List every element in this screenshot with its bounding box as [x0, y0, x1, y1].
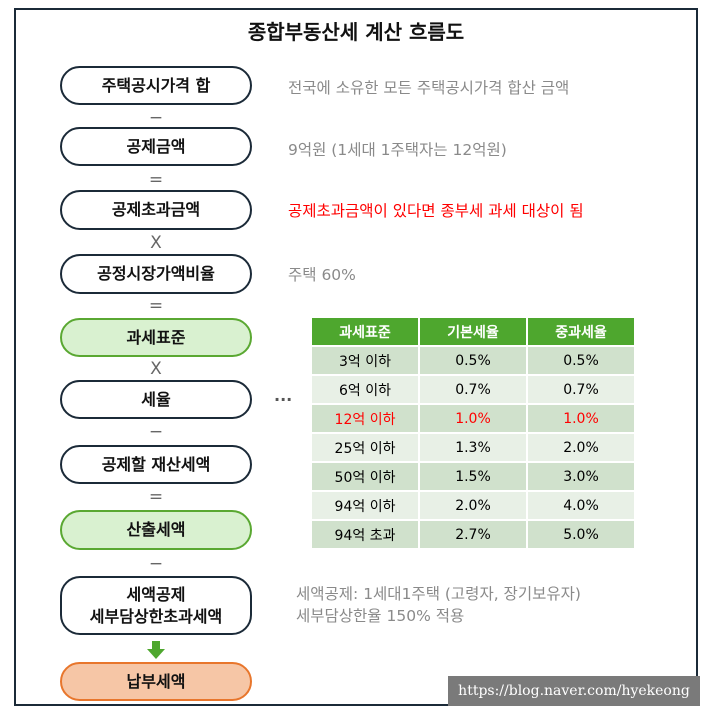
table-cell: 0.7% — [528, 376, 634, 403]
table-cell: 25억 이하 — [312, 434, 418, 461]
desc-tax-credit: 세액공제: 1세대1주택 (고령자, 장기보유자) 세부담상한율 150% 적용 — [296, 584, 581, 627]
step-calculated-tax: 산출세액 — [60, 510, 252, 550]
table-row: 25억 이하 1.3% 2.0% — [312, 434, 634, 461]
table-row: 3억 이하 0.5% 0.5% — [312, 347, 634, 374]
step-tax-credit-line2: 세부담상한초과세액 — [89, 606, 223, 626]
table-row: 50억 이하 1.5% 3.0% — [312, 463, 634, 490]
table-cell: 3억 이하 — [312, 347, 418, 374]
table-cell: 12억 이하 — [312, 405, 418, 432]
table-header: 과세표준 — [312, 318, 418, 345]
table-cell: 2.0% — [528, 434, 634, 461]
table-cell: 94억 초과 — [312, 521, 418, 548]
table-row: 12억 이하 1.0% 1.0% — [312, 405, 634, 432]
desc-excess-amount: 공제초과금액이 있다면 종부세 과세 대상이 됨 — [288, 202, 584, 220]
operator-equals: = — [148, 296, 164, 316]
step-tax-rate: 세율 — [60, 380, 252, 419]
table-header: 기본세율 — [420, 318, 526, 345]
step-deduction: 공제금액 — [60, 127, 252, 166]
desc-fair-market-ratio: 주택 60% — [288, 266, 356, 284]
desc-tax-credit-line2: 세부담상한율 150% 적용 — [296, 606, 465, 625]
table-row: 94억 이하 2.0% 4.0% — [312, 492, 634, 519]
connector-dots: ··· — [274, 390, 293, 409]
table-row: 6억 이하 0.7% 0.7% — [312, 376, 634, 403]
step-fair-market-ratio: 공정시장가액비율 — [60, 254, 252, 294]
table-cell: 6억 이하 — [312, 376, 418, 403]
diagram-title: 종합부동산세 계산 흐름도 — [247, 20, 465, 44]
table-cell: 1.3% — [420, 434, 526, 461]
table-cell: 1.5% — [420, 463, 526, 490]
desc-housing-price-sum: 전국에 소유한 모든 주택공시가격 합산 금액 — [288, 79, 570, 97]
table-cell: 50억 이하 — [312, 463, 418, 490]
desc-deduction: 9억원 (1세대 1주택자는 12억원) — [288, 141, 507, 159]
desc-tax-credit-line1: 세액공제: 1세대1주택 (고령자, 장기보유자) — [296, 585, 581, 603]
step-tax-credit-line1: 세액공제 — [126, 584, 186, 604]
table-cell: 1.0% — [528, 405, 634, 432]
table-cell: 0.7% — [420, 376, 526, 403]
operator-equals: = — [148, 487, 164, 507]
table-header: 중과세율 — [528, 318, 634, 345]
operator-multiply: X — [150, 233, 162, 253]
watermark: https://blog.naver.com/hyekeong — [448, 676, 700, 706]
table-cell: 1.0% — [420, 405, 526, 432]
operator-minus: − — [148, 422, 164, 442]
step-excess-amount: 공제초과금액 — [60, 190, 252, 230]
tax-rate-table: 과세표준 기본세율 중과세율 3억 이하 0.5% 0.5% 6억 이하 0.7% 0.7… — [310, 316, 636, 550]
operator-minus: − — [148, 108, 164, 128]
operator-minus: − — [148, 554, 164, 574]
table-cell: 2.0% — [420, 492, 526, 519]
down-arrow-icon — [147, 641, 165, 659]
step-housing-price-sum: 주택공시가격 합 — [60, 66, 252, 105]
table-cell: 0.5% — [528, 347, 634, 374]
operator-multiply: X — [150, 359, 162, 379]
table-cell: 2.7% — [420, 521, 526, 548]
table-cell: 94억 이하 — [312, 492, 418, 519]
step-tax-base: 과세표준 — [60, 318, 252, 357]
table-cell: 3.0% — [528, 463, 634, 490]
step-property-tax-deduction: 공제할 재산세액 — [60, 445, 252, 484]
diagram-frame — [14, 8, 698, 706]
operator-equals: = — [148, 170, 164, 190]
step-payable-tax: 납부세액 — [60, 662, 252, 701]
step-tax-credit: 세액공제 세부담상한초과세액 — [60, 576, 252, 635]
table-cell: 5.0% — [528, 521, 634, 548]
table-cell: 0.5% — [420, 347, 526, 374]
table-cell: 4.0% — [528, 492, 634, 519]
table-row: 94억 초과 2.7% 5.0% — [312, 521, 634, 548]
